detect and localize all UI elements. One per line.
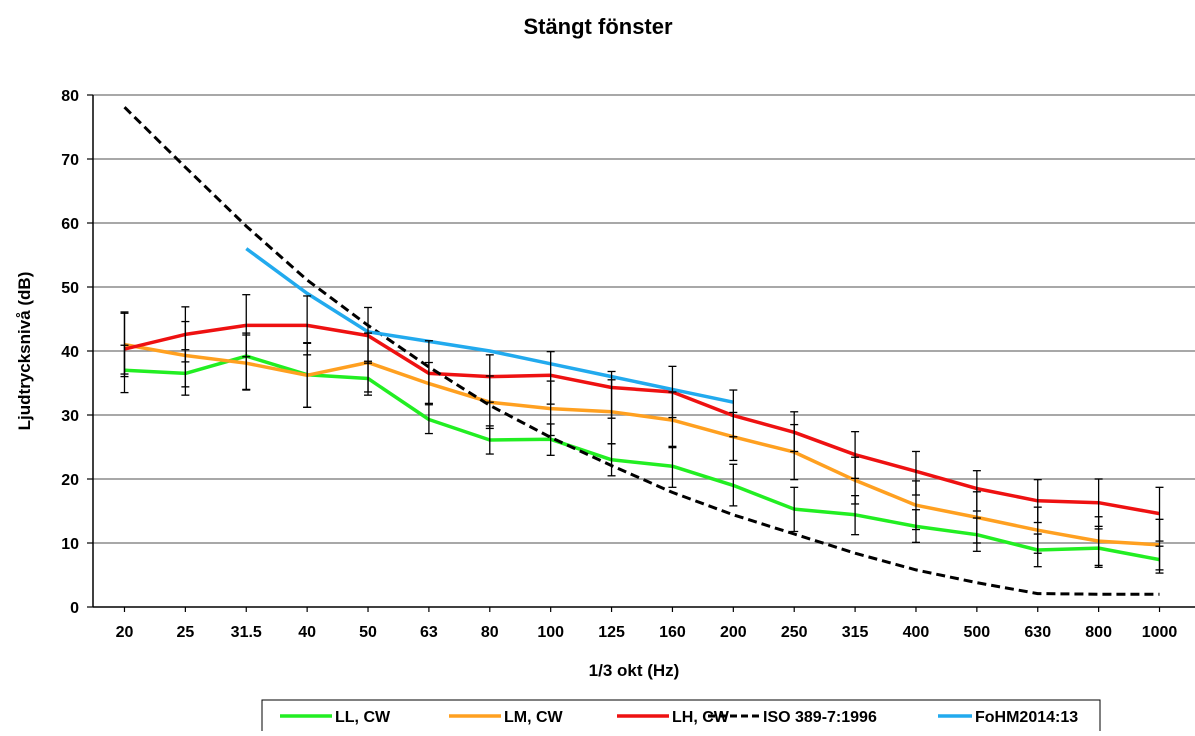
legend: LL, CW LM, CW LH, CW ISO 389-7:1996 FoHM2014… bbox=[261, 699, 1101, 733]
legend-label-1: LM, CW bbox=[504, 709, 564, 726]
x-tick-label: 800 bbox=[1085, 624, 1112, 641]
tick-labels: 0 10 20 30 40 50 60 70 80 20 25 31.5 40 50 63 80 100 125 1… bbox=[61, 88, 1177, 641]
x-axis-label: 1/3 okt (Hz) bbox=[589, 661, 680, 680]
x-tick-label: 1000 bbox=[1142, 624, 1178, 641]
y-tick-label: 80 bbox=[61, 88, 79, 105]
legend-label-3: ISO 389-7:1996 bbox=[763, 709, 877, 726]
x-tick-label: 500 bbox=[964, 624, 991, 641]
y-tick-label: 60 bbox=[61, 216, 79, 233]
x-tick-label: 40 bbox=[298, 624, 316, 641]
x-tick-label: 125 bbox=[598, 624, 625, 641]
y-tick-label: 30 bbox=[61, 408, 79, 425]
x-tick-label: 63 bbox=[420, 624, 438, 641]
x-tick-label: 160 bbox=[659, 624, 686, 641]
legend-label-4: FoHM2014:13 bbox=[975, 709, 1078, 726]
y-tick-label: 10 bbox=[61, 536, 79, 553]
series-line-0 bbox=[124, 354, 1160, 562]
x-tick-label: 100 bbox=[537, 624, 564, 641]
series-line-1 bbox=[124, 342, 1160, 547]
x-tick-label: 80 bbox=[481, 624, 499, 641]
x-tick-label: 31.5 bbox=[231, 624, 262, 641]
y-tick-label: 20 bbox=[61, 472, 79, 489]
x-tick-label: 20 bbox=[116, 624, 134, 641]
legend-label-0: LL, CW bbox=[335, 709, 391, 726]
x-tick-label: 250 bbox=[781, 624, 808, 641]
x-tick-label: 50 bbox=[359, 624, 377, 641]
x-tick-label: 25 bbox=[176, 624, 194, 641]
y-tick-label: 40 bbox=[61, 344, 79, 361]
x-tick-label: 315 bbox=[842, 624, 869, 641]
gridlines bbox=[93, 94, 1195, 544]
x-tick-label: 200 bbox=[720, 624, 747, 641]
series-line-4 bbox=[245, 247, 734, 404]
x-tick-label: 630 bbox=[1024, 624, 1051, 641]
y-tick-label: 70 bbox=[61, 152, 79, 169]
y-tick-label: 0 bbox=[70, 600, 79, 617]
chart-title: Stängt fönster bbox=[523, 14, 673, 39]
axes bbox=[87, 94, 1195, 612]
y-tick-label: 50 bbox=[61, 280, 79, 297]
series-line-2 bbox=[124, 323, 1160, 516]
series-lines bbox=[123, 106, 1160, 596]
legend-label-2: LH, CW bbox=[672, 709, 730, 726]
x-tick-label: 400 bbox=[903, 624, 930, 641]
error-bars bbox=[120, 294, 1164, 574]
y-axis-label: Ljudtrycksnivå (dB) bbox=[15, 272, 34, 431]
